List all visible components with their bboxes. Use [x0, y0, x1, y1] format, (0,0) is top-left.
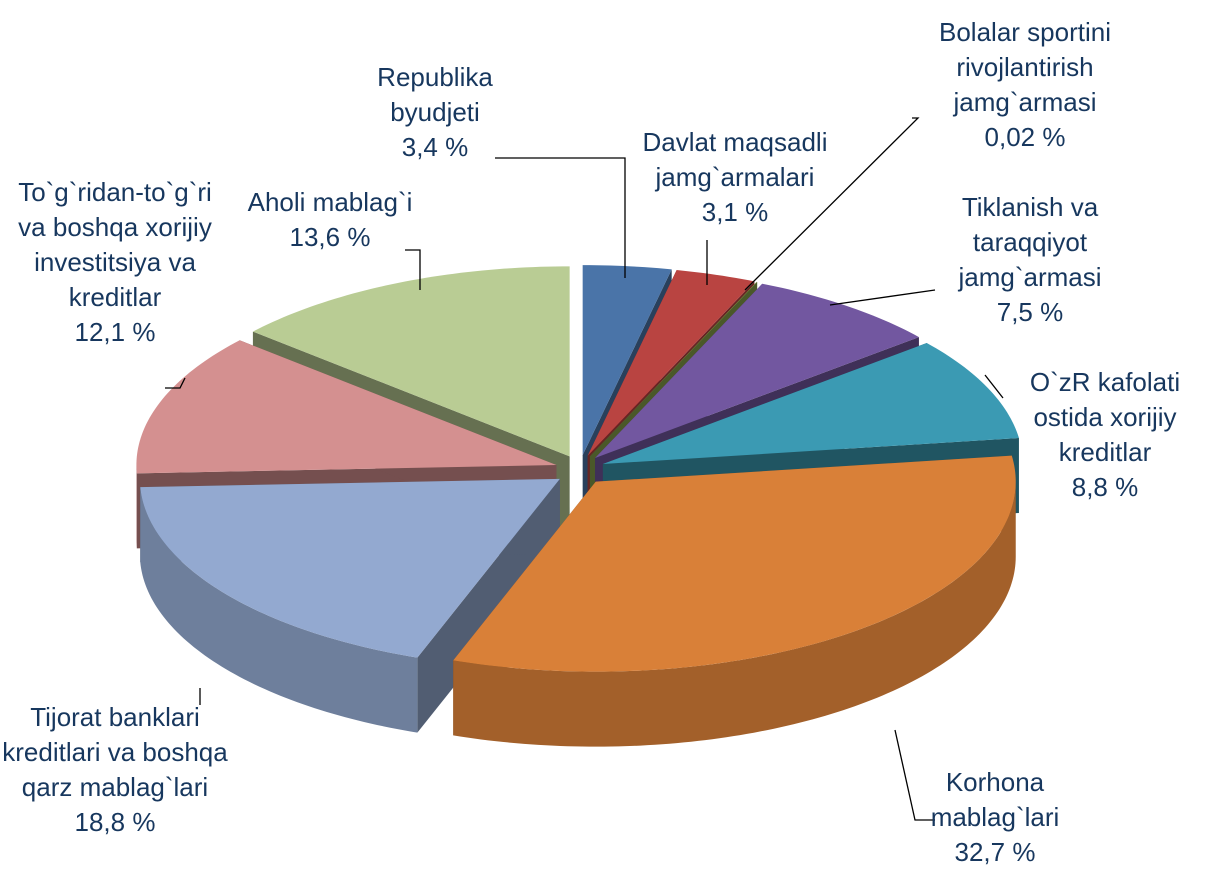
value-label: 12,1 % [74, 317, 156, 347]
category-name: Korhona mablag`lari [930, 767, 1060, 832]
value-label: 13,6 % [289, 222, 371, 252]
category-name: Davlat maqsadli jamg`armalari [642, 127, 828, 192]
slice [136, 340, 557, 474]
slice [587, 270, 755, 456]
slice-label: Aholi mablag`i 13,6 % [210, 185, 450, 255]
category-name: O`zR kafolati ostida xorijiy kreditlar [1029, 367, 1181, 467]
slice-label: Korhona mablag`lari 32,7 % [910, 765, 1080, 870]
leader-line [405, 249, 421, 290]
value-label: 7,5 % [996, 297, 1064, 327]
leader-line [984, 374, 1004, 399]
slice-label: To`g`ridan-to`g`ri va boshqa xorijiy inv… [15, 175, 215, 350]
category-name: Bolalar sportini rivojlantirish jamg`arm… [939, 17, 1111, 117]
category-name: Aholi mablag`i [247, 187, 413, 217]
category-name: Tijorat banklari kreditlari va boshqa qa… [2, 702, 228, 802]
leader-line [744, 117, 920, 291]
slice-label: Republika byudjeti 3,4 % [365, 60, 505, 165]
value-label: 8,8 % [1071, 472, 1139, 502]
slice-label: Tiklanish va taraqqiyot jamg`armasi 7,5 % [930, 190, 1130, 330]
leader-line [894, 729, 935, 821]
slice [453, 455, 1016, 672]
value-label: 3,4 % [401, 132, 469, 162]
slice [582, 265, 672, 456]
category-name: To`g`ridan-to`g`ri va boshqa xorijiy inv… [18, 177, 212, 312]
slice [252, 266, 570, 457]
slice-label: Bolalar sportini rivojlantirish jamg`arm… [910, 15, 1140, 155]
leader-line [495, 157, 626, 278]
category-name: Republika byudjeti [377, 62, 493, 127]
slice [589, 281, 758, 457]
slice-label: Davlat maqsadli jamg`armalari 3,1 % [615, 125, 855, 230]
slice [140, 478, 560, 658]
slice-wall [453, 481, 1016, 747]
slice [602, 343, 1019, 464]
value-label: 0,02 % [984, 122, 1066, 152]
value-label: 18,8 % [74, 807, 156, 837]
slice-wall [140, 487, 418, 733]
slice-label: Tijorat banklari kreditlari va boshqa qa… [0, 700, 230, 840]
slice-label: O`zR kafolati ostida xorijiy kreditlar 8,… [1010, 365, 1200, 505]
value-label: 3,1 % [701, 197, 769, 227]
slice [595, 283, 919, 459]
leader-line [165, 377, 186, 389]
leader-line [829, 289, 936, 306]
category-name: Tiklanish va taraqqiyot jamg`armasi [958, 192, 1102, 292]
value-label: 32,7 % [954, 837, 1036, 867]
